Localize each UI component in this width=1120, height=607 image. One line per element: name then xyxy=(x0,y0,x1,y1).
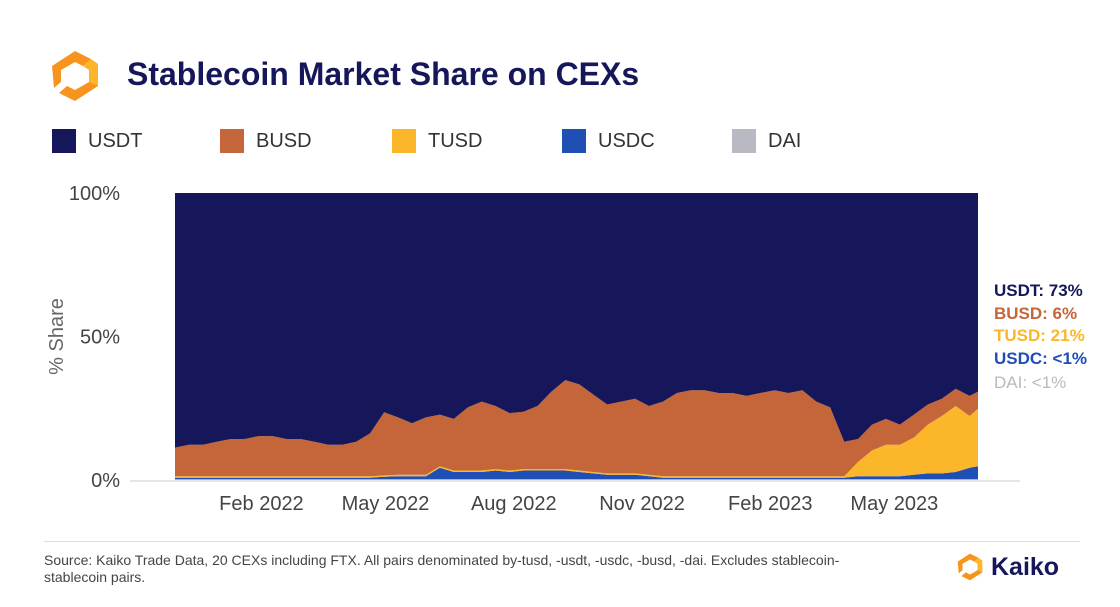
legend-label: BUSD xyxy=(256,129,312,152)
area-series-usdt xyxy=(175,193,978,448)
legend-swatch xyxy=(392,129,416,153)
end-label-usdt: USDT: 73% xyxy=(994,281,1083,300)
footer-divider xyxy=(44,541,1080,542)
source-note: Source: Kaiko Trade Data, 20 CEXs includ… xyxy=(44,552,840,585)
page-title: Stablecoin Market Share on CEXs xyxy=(127,56,640,92)
legend-item-busd: BUSD xyxy=(220,129,312,153)
legend-item-tusd: TUSD xyxy=(392,129,482,153)
end-label-usdc: USDC: <1% xyxy=(994,349,1087,368)
end-label-tusd: TUSD: 21% xyxy=(994,326,1085,345)
legend-label: DAI xyxy=(768,129,802,152)
end-label-dai: DAI: <1% xyxy=(994,373,1066,392)
x-tick-label: Aug 2022 xyxy=(471,493,557,515)
stacked-area-chart: 0% 50% 100% % Share Feb 2022 May 2022 Aug 2022… xyxy=(46,183,1087,515)
y-tick-label: 100% xyxy=(69,183,120,205)
x-tick-label: Nov 2022 xyxy=(599,493,685,515)
legend-item-dai: DAI xyxy=(732,129,801,153)
kaiko-footer-logo-icon xyxy=(957,553,983,581)
brand-footer: Kaiko xyxy=(955,552,1059,582)
x-tick-label: Feb 2022 xyxy=(219,493,304,515)
legend-item-usdt: USDT xyxy=(52,129,142,153)
legend-label: USDT xyxy=(88,129,143,152)
x-tick-label: May 2023 xyxy=(850,493,938,515)
brand-name: Kaiko xyxy=(991,552,1060,581)
kaiko-logo-icon xyxy=(52,51,98,101)
y-tick-label: 0% xyxy=(91,470,120,492)
y-tick-label: 50% xyxy=(80,327,120,349)
legend-swatch xyxy=(220,129,244,153)
legend-item-usdc: USDC xyxy=(562,129,655,153)
area-series-dai xyxy=(175,479,978,480)
legend-label: TUSD xyxy=(428,129,483,152)
legend-swatch xyxy=(562,129,586,153)
legend-swatch xyxy=(732,129,756,153)
end-label-busd: BUSD: 6% xyxy=(994,304,1077,323)
x-tick-label: May 2022 xyxy=(342,493,430,515)
legend-label: USDC xyxy=(598,129,655,152)
area-series-usdc xyxy=(175,466,978,480)
x-tick-label: Feb 2023 xyxy=(728,493,813,515)
area-series-busd xyxy=(175,380,978,477)
area-series-tusd xyxy=(175,406,978,478)
y-axis-label: % Share xyxy=(46,298,68,375)
legend-swatch xyxy=(52,129,76,153)
